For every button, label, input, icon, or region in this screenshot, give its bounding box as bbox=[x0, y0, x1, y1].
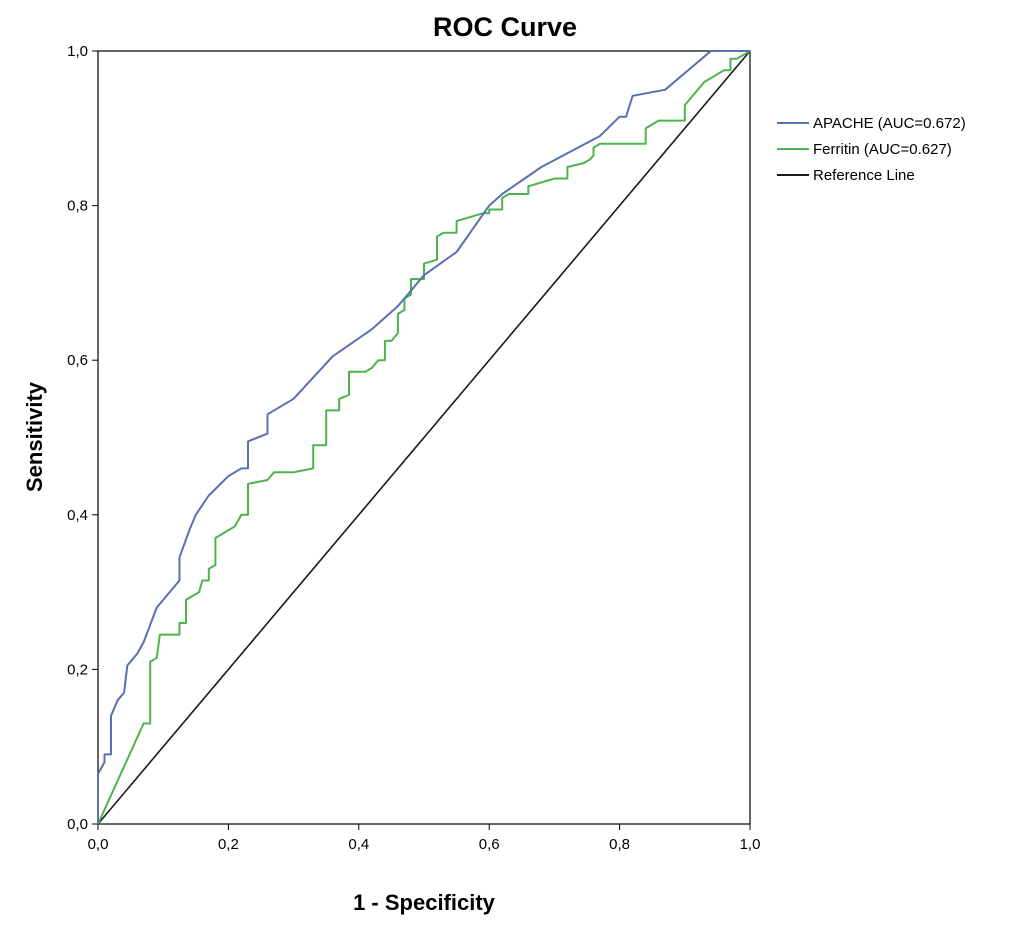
y-tick-label: 1,0 bbox=[67, 43, 88, 60]
x-tick-label: 1,0 bbox=[740, 836, 761, 853]
legend-label: APACHE (AUC=0.672) bbox=[813, 115, 966, 132]
y-tick-label: 0,6 bbox=[67, 352, 88, 369]
reference-line bbox=[97, 50, 751, 825]
y-axis-label: Sensitivity bbox=[22, 381, 47, 492]
x-tick-label: 0,2 bbox=[218, 836, 239, 853]
x-tick-label: 0,4 bbox=[348, 836, 369, 853]
x-tick-label: 0,8 bbox=[609, 836, 630, 853]
chart-title: ROC Curve bbox=[433, 12, 577, 42]
legend-label: Ferritin (AUC=0.627) bbox=[813, 141, 952, 158]
axis-ticks: 0,0 0,2 0,4 0,6 0,8 1,0 0,0 0,2 0,4 0,6 0,8 1,0 bbox=[67, 43, 760, 853]
x-tick-label: 0,6 bbox=[479, 836, 500, 853]
x-axis-label: 1 - Specificity bbox=[353, 890, 496, 915]
x-tick-label: 0,0 bbox=[88, 836, 109, 853]
legend: APACHE (AUC=0.672) Ferritin (AUC=0.627) Re… bbox=[777, 115, 966, 184]
y-tick-label: 0,8 bbox=[67, 198, 88, 215]
y-tick-label: 0,0 bbox=[67, 816, 88, 833]
apache-roc-line bbox=[97, 50, 750, 824]
y-tick-label: 0,4 bbox=[67, 507, 88, 524]
legend-label: Reference Line bbox=[813, 167, 915, 184]
series-lines bbox=[97, 50, 751, 825]
y-tick-label: 0,2 bbox=[67, 661, 88, 678]
ferritin-roc-line bbox=[97, 50, 751, 825]
